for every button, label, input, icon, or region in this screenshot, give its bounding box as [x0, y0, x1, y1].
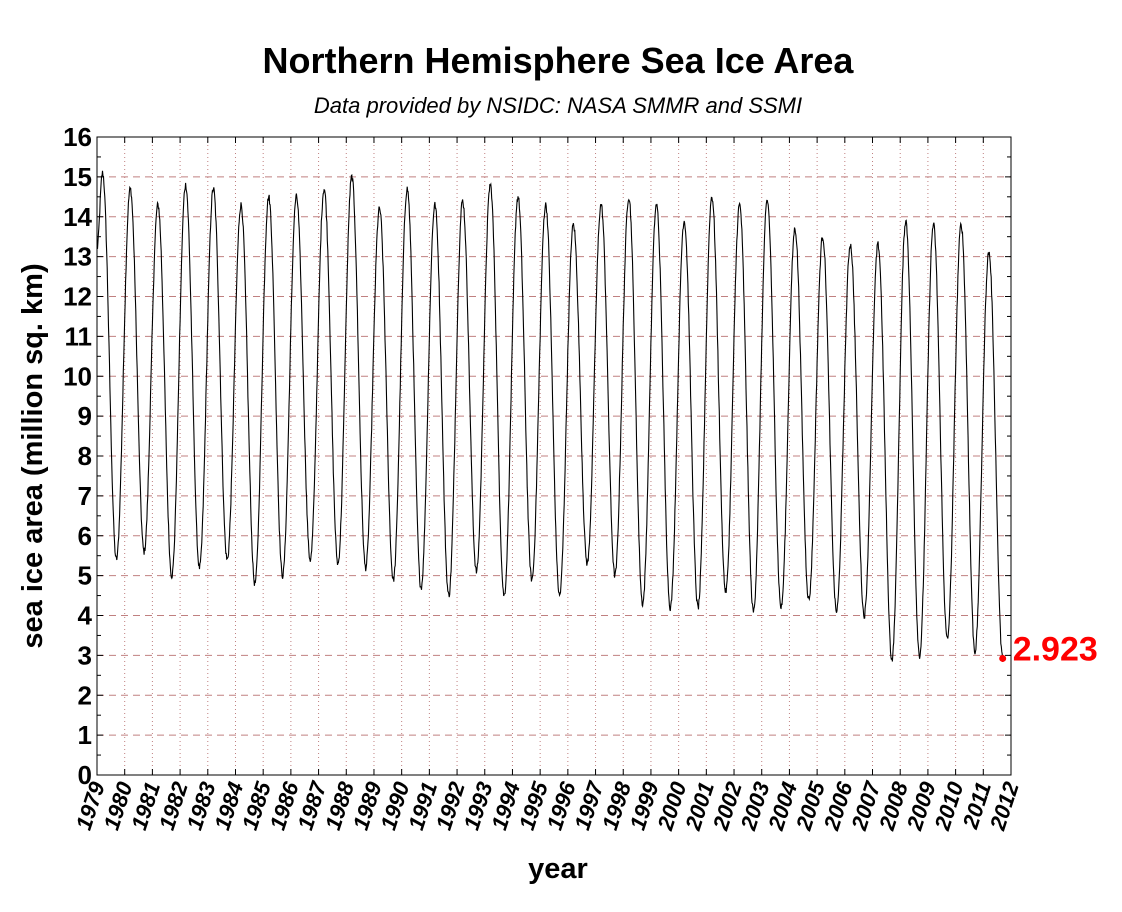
y-tick-label: 15: [63, 162, 92, 192]
y-tick-label: 13: [63, 242, 92, 272]
y-tick-label: 5: [78, 561, 92, 591]
axes-layer: 0123456789101112131415161979198019811982…: [63, 122, 1024, 834]
y-tick-label: 4: [78, 601, 93, 631]
y-tick-label: 16: [63, 122, 92, 152]
y-axis-label: sea ice area (million sq. km): [17, 263, 49, 648]
y-tick-label: 0: [78, 760, 92, 790]
latest-value-marker: [999, 654, 1007, 662]
y-tick-label: 11: [65, 321, 93, 351]
chart-title: Northern Hemisphere Sea Ice Area: [263, 40, 855, 81]
data-layer: [96, 170, 1004, 663]
y-tick-label: 3: [78, 640, 92, 670]
y-tick-label: 8: [78, 441, 92, 471]
latest-value-label: 2.923: [1013, 630, 1098, 668]
grid-layer: [97, 137, 1011, 775]
annotation-layer: 2.923: [999, 630, 1098, 668]
chart-subtitle: Data provided by NSIDC: NASA SMMR and SS…: [314, 93, 802, 118]
y-tick-label: 10: [63, 361, 92, 391]
y-tick-label: 14: [63, 202, 92, 232]
y-tick-label: 1: [78, 720, 92, 750]
y-tick-label: 12: [63, 282, 92, 312]
y-tick-label: 9: [78, 401, 92, 431]
y-tick-label: 6: [78, 521, 92, 551]
y-tick-label: 7: [78, 481, 92, 511]
x-axis-label: year: [528, 853, 588, 885]
sea-ice-area-line: [96, 170, 1004, 663]
y-tick-label: 2: [78, 680, 92, 710]
